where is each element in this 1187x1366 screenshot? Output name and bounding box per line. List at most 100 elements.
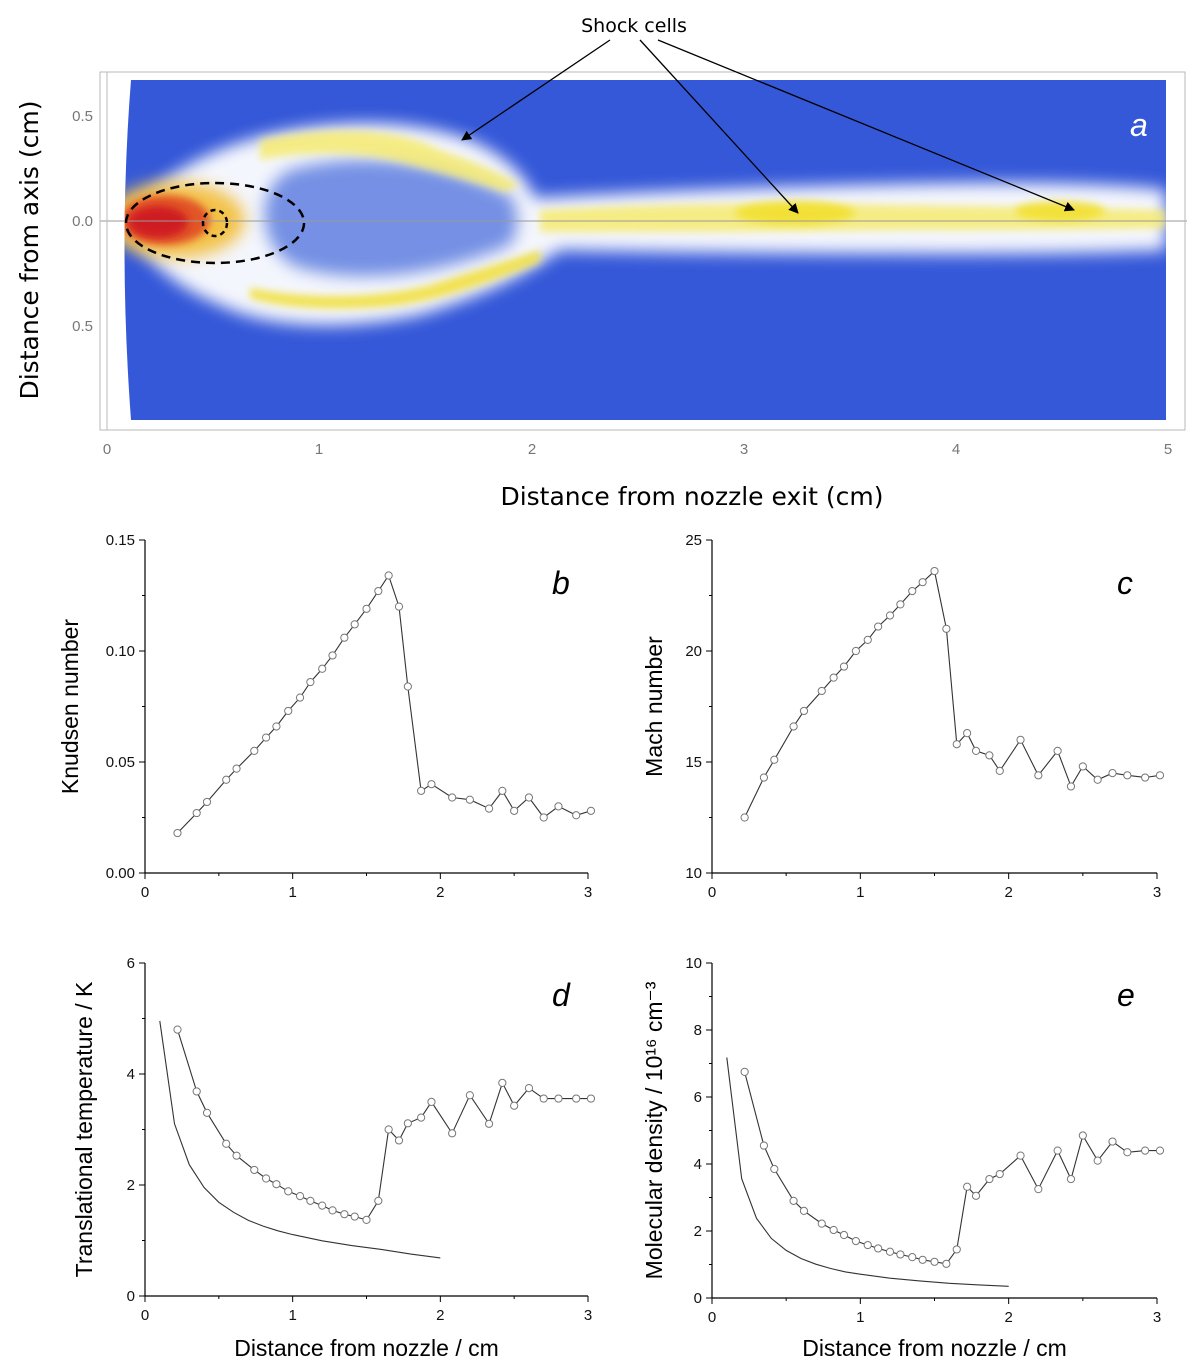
d-xlabel: Distance from nozzle / cm — [234, 1335, 499, 1361]
e-ytick-label: 8 — [694, 1022, 702, 1039]
c-data-point — [971, 746, 981, 756]
c-data-point — [985, 751, 994, 760]
d-data-point — [250, 1165, 259, 1175]
e-ytick-label: 4 — [694, 1156, 702, 1173]
e-data-point — [896, 1250, 905, 1259]
d-data-point — [306, 1196, 315, 1205]
panel-a: 0.5 0.0 0.5 0 1 2 3 4 5 Distance from no… — [15, 15, 1187, 511]
dashed-ellipse-outer — [124, 181, 306, 265]
e-data-point — [942, 1259, 951, 1268]
b-data-point — [394, 602, 404, 611]
b-data-point — [427, 780, 436, 789]
c-data-point — [963, 729, 972, 738]
e-data-point — [759, 1141, 769, 1150]
c-data-point — [885, 611, 895, 620]
b-xtick-label: 3 — [584, 884, 592, 901]
a-xlabel: Distance from nozzle exit (cm) — [500, 482, 883, 511]
b-xtick-label: 2 — [436, 884, 444, 901]
e-data-point — [930, 1257, 939, 1266]
d-data-point — [394, 1136, 404, 1145]
a-xtick-1: 1 — [315, 441, 323, 458]
c-data-point — [1141, 773, 1150, 782]
dashed-ellipse-inner — [201, 208, 229, 238]
b-data-point — [484, 804, 494, 813]
c-xtick-label: 2 — [1004, 884, 1012, 901]
c-data-point — [908, 586, 917, 596]
e-data-point — [995, 1169, 1004, 1179]
d-data-point — [222, 1139, 231, 1148]
b-data-point — [250, 746, 259, 756]
d-data-point — [192, 1087, 201, 1096]
c-data-point — [896, 600, 905, 609]
b-data-point — [384, 571, 393, 580]
e-data-point — [851, 1236, 860, 1246]
c-panel-letter: c — [1117, 565, 1133, 601]
e-series-1-line — [726, 1057, 1009, 1287]
e-data-point — [985, 1174, 994, 1184]
a-xtick-5: 5 — [1164, 441, 1172, 458]
d-data-point — [586, 1094, 596, 1103]
d-data-point — [554, 1094, 563, 1103]
d-data-point — [232, 1151, 241, 1160]
d-data-point — [465, 1091, 474, 1100]
e-data-point — [799, 1206, 809, 1216]
a-ytick-2: 0.5 — [72, 318, 93, 335]
c-data-point — [740, 813, 749, 822]
d-xtick-label: 2 — [436, 1307, 444, 1324]
e-data-point — [885, 1247, 895, 1256]
b-data-point — [173, 828, 182, 838]
shock-arrow-1 — [461, 39, 611, 141]
shock-cells-label: Shock cells — [581, 15, 687, 37]
d-data-point — [340, 1210, 349, 1219]
e-series-0-line — [744, 1071, 1160, 1265]
b-data-point — [284, 706, 293, 716]
b-data-point — [403, 682, 412, 691]
e-data-point — [1123, 1148, 1132, 1157]
e-data-point — [971, 1191, 981, 1200]
c-data-point — [918, 578, 927, 587]
c-data-point — [839, 662, 849, 671]
d-data-point — [374, 1196, 383, 1205]
e-ytick-label: 0 — [694, 1290, 702, 1307]
c-ytick-label: 25 — [685, 532, 702, 549]
b-panel-letter: b — [552, 565, 570, 601]
panel-b: 0 1 2 3 0.00 0.05 0.10 0.15 b Knudsen number — [57, 532, 596, 901]
d-data-point — [173, 1025, 182, 1034]
d-data-point — [498, 1078, 507, 1087]
a-ytick-1: 0.0 — [72, 213, 93, 230]
b-data-point — [524, 793, 534, 802]
c-data-point — [1123, 771, 1132, 780]
b-ytick-label: 0.10 — [106, 643, 135, 660]
c-data-point — [1016, 735, 1025, 744]
a-ytick-0: 0.5 — [72, 108, 93, 125]
e-data-point — [770, 1164, 779, 1174]
c-data-point — [770, 755, 779, 764]
c-data-point — [930, 566, 939, 576]
b-data-point — [539, 813, 548, 822]
e-xtick-label: 3 — [1153, 1309, 1161, 1326]
c-ytick-label: 15 — [685, 754, 702, 771]
b-data-point — [417, 786, 426, 795]
d-data-point — [328, 1206, 337, 1215]
e-data-point — [740, 1067, 749, 1076]
c-data-point — [863, 635, 872, 645]
b-data-point — [586, 806, 596, 815]
c-data-point — [995, 766, 1004, 775]
d-data-point — [484, 1119, 494, 1128]
d-xtick-label: 1 — [288, 1307, 296, 1324]
c-data-point — [1066, 782, 1076, 791]
e-xtick-label: 0 — [708, 1309, 716, 1326]
b-data-point — [202, 797, 212, 807]
e-panel-letter: e — [1117, 977, 1135, 1013]
e-data-point — [829, 1225, 838, 1235]
e-xtick-label: 2 — [1004, 1309, 1012, 1326]
b-data-point — [448, 793, 457, 802]
c-data-point — [942, 624, 951, 633]
panel-d: 0 1 2 3 0 2 4 6 d Translational temperature / K Di… — [71, 955, 596, 1361]
e-data-point — [1078, 1131, 1087, 1140]
d-data-point — [350, 1212, 359, 1221]
b-data-point — [222, 775, 231, 784]
a-xtick-3: 3 — [740, 441, 748, 458]
d-xtick-label: 0 — [141, 1307, 149, 1324]
shock-arrow-2 — [639, 39, 799, 214]
